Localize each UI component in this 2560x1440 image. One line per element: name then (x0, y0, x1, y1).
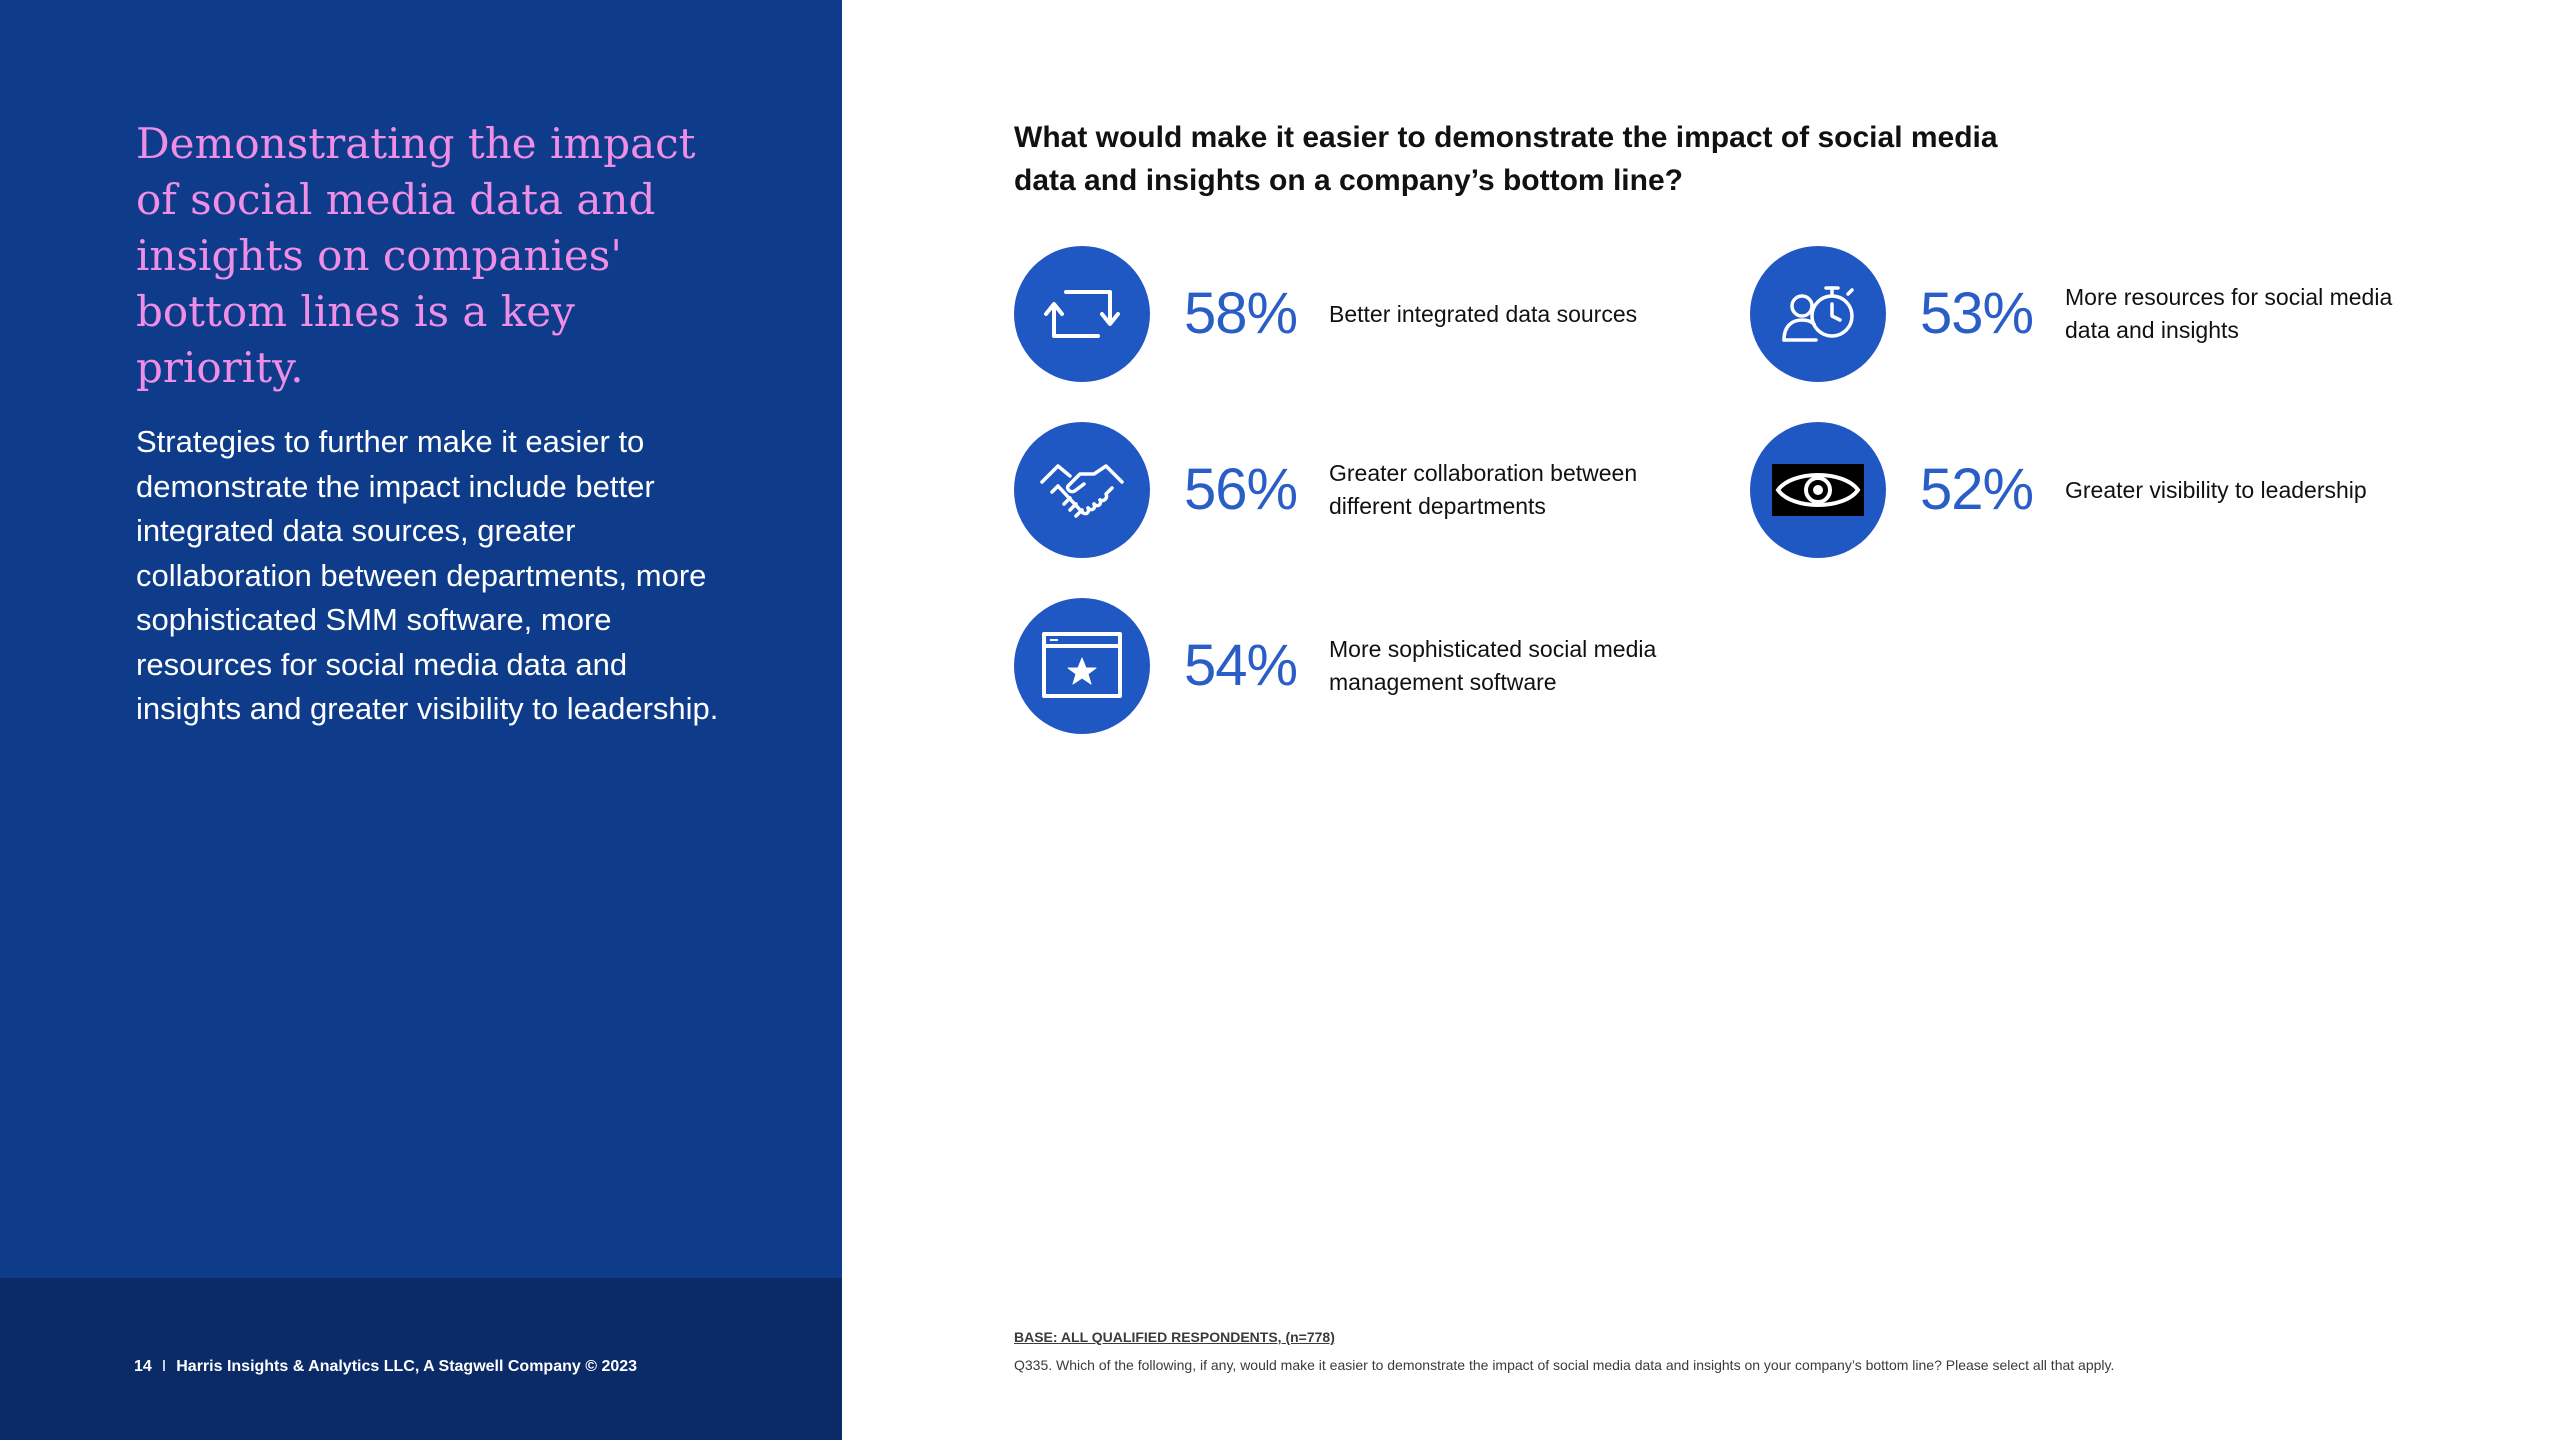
handshake-icon (1014, 422, 1150, 558)
stat-value: 58% (1184, 281, 1298, 346)
sync-arrows-icon (1014, 246, 1150, 382)
browser-star-icon (1014, 598, 1150, 734)
stat-item: 53% More resources for social media data… (1750, 246, 2450, 382)
headline: Demonstrating the impact of social media… (136, 119, 696, 392)
stat-label: More resources for social media data and… (2065, 284, 2393, 343)
question-note: Q335. Which of the following, if any, wo… (1014, 1357, 2115, 1373)
left-panel: Demonstrating the impact of social media… (0, 0, 842, 1440)
left-footer: 14 I Harris Insights & Analytics LLC, A St… (0, 1278, 842, 1440)
eye-icon (1750, 422, 1886, 558)
stat-label: Greater collaboration between different … (1329, 460, 1638, 519)
question-title: What would make it easier to demonstrate… (1014, 121, 1998, 197)
footer-company: Harris Insights & Analytics LLC, A Stagw… (176, 1358, 638, 1375)
stat-item: 52% Greater visibility to leadership (1750, 422, 2450, 558)
stat-item: 58% Better integrated data sources (1014, 246, 1714, 382)
body-text: Strategies to further make it easier to … (136, 424, 719, 726)
stat-value: 54% (1184, 633, 1298, 698)
stat-value: 52% (1920, 457, 2034, 522)
stat-value: 56% (1184, 457, 1298, 522)
people-stopwatch-icon (1750, 246, 1886, 382)
stat-item: 56% Greater collaboration between differ… (1014, 422, 1714, 558)
footer-separator: I (161, 1358, 167, 1375)
base-note: BASE: ALL QUALIFIED RESPONDENTS, (n=778) (1014, 1329, 1335, 1345)
stat-value: 53% (1920, 281, 2034, 346)
footer-text: 14 I Harris Insights & Analytics LLC, A St… (134, 1358, 637, 1376)
stat-label: Greater visibility to leadership (2065, 476, 2367, 503)
stat-item: 54% More sophisticated social media mana… (1014, 598, 1714, 734)
stat-label: Better integrated data sources (1329, 300, 1638, 327)
page-number: 14 (134, 1358, 152, 1375)
stat-label: More sophisticated social media manageme… (1329, 636, 1657, 695)
